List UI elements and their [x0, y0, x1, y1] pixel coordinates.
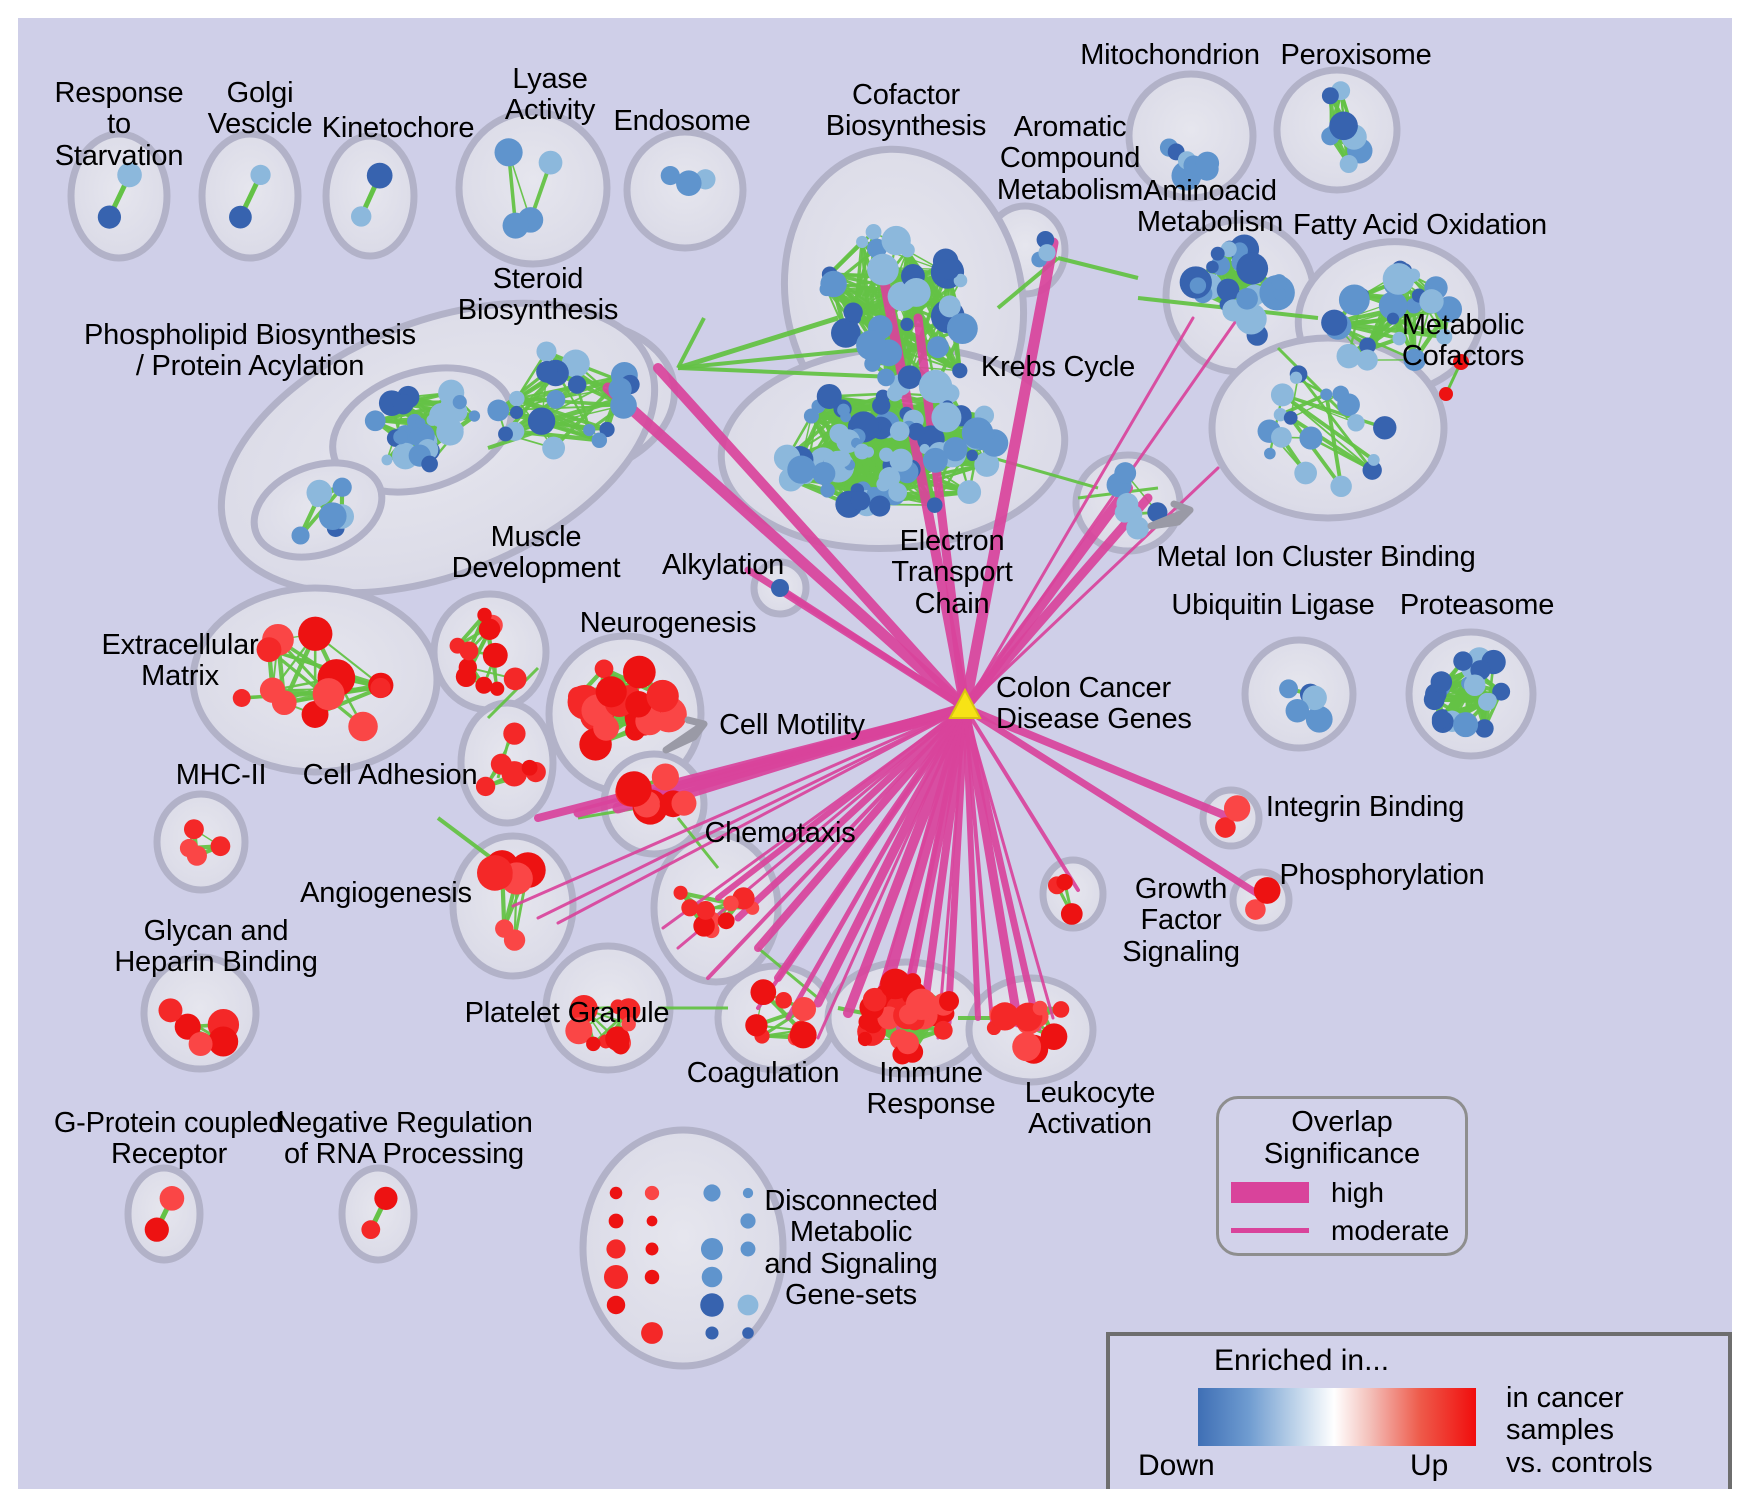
legend-high-swatch	[1231, 1182, 1309, 1204]
legend-colorbar	[1198, 1388, 1476, 1446]
legend-significance-high-row: high	[1219, 1177, 1465, 1209]
disease-edges	[511, 237, 1265, 1040]
legend-enrichment: Enriched in... Down Up in cancer samples…	[1106, 1332, 1732, 1489]
gene-set-nodes	[97, 81, 1511, 1344]
legend-colorbar-high-label: Up	[1410, 1449, 1449, 1482]
legend-enrichment-title: Enriched in...	[1214, 1344, 1390, 1377]
legend-enrichment-note: in cancer samples vs. controls	[1506, 1382, 1653, 1479]
network-graph	[67, 66, 1537, 1370]
legend-high-label: high	[1331, 1176, 1384, 1208]
legend-significance-moderate-row: moderate	[1219, 1215, 1465, 1247]
legend-overlap-significance: Overlap Significance high moderate	[1216, 1096, 1468, 1256]
legend-moderate-label: moderate	[1331, 1214, 1450, 1246]
legend-colorbar-low-label: Down	[1138, 1449, 1215, 1482]
colon-cancer-hub-node[interactable]	[948, 687, 982, 719]
legend-moderate-swatch	[1231, 1228, 1309, 1234]
network-figure: Response to Starvation Golgi Vescicle Ki…	[18, 18, 1732, 1489]
callout-arrows	[662, 500, 1194, 754]
legend-significance-title: Overlap Significance	[1263, 1106, 1421, 1170]
